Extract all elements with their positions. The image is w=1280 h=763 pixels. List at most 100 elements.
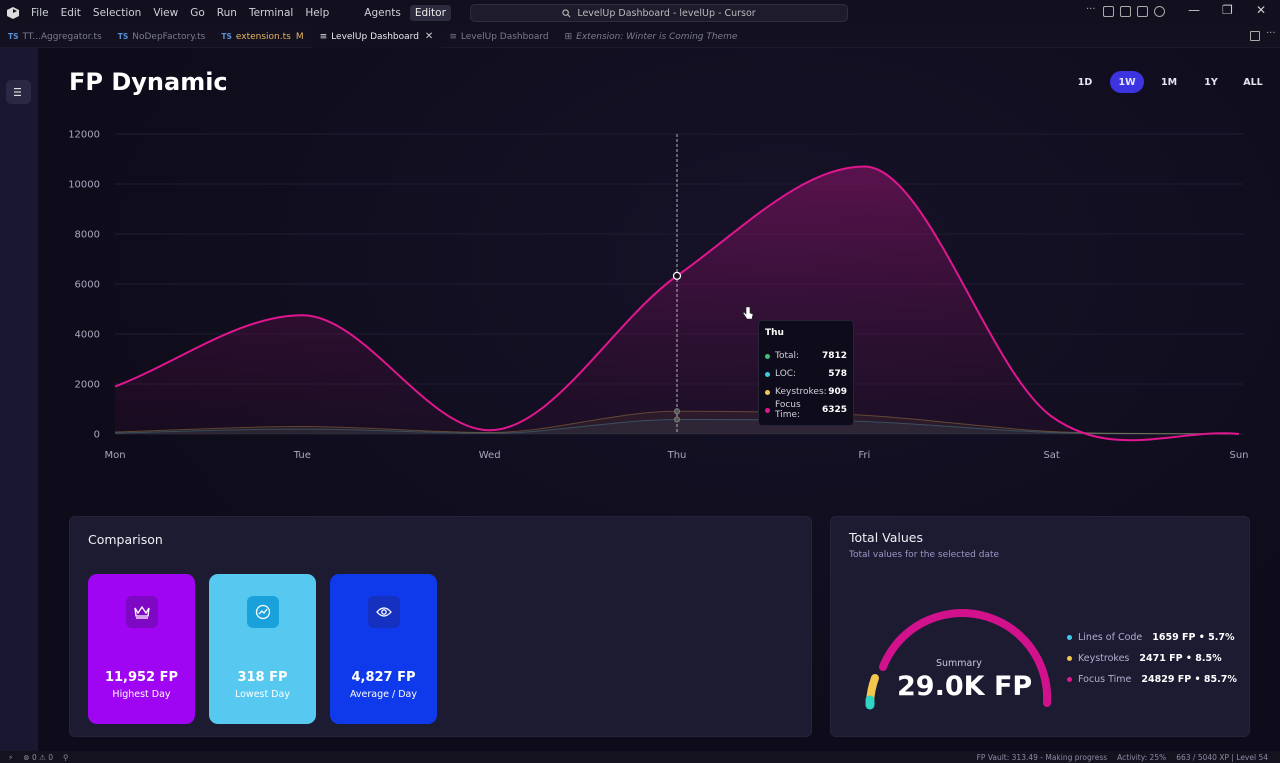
average-day-tile[interactable]: 4,827 FP Average / Day — [330, 574, 437, 724]
x-tick-label: Sat — [1043, 450, 1059, 461]
y-tick-label: 12000 — [68, 130, 100, 141]
hand-cursor-icon — [742, 306, 754, 320]
maximize-button[interactable]: ❐ — [1222, 3, 1233, 17]
tooltip-row-total: Total: 7812 — [765, 347, 847, 365]
split-editor-icon[interactable] — [1250, 31, 1260, 41]
range-1d-button[interactable]: 1D — [1077, 76, 1093, 88]
lowest-day-tile[interactable]: 318 FP Lowest Day — [209, 574, 316, 724]
ports-icon[interactable]: ⚲ — [63, 752, 69, 762]
tooltip-row-loc: LOC: 578 — [765, 365, 847, 383]
gauge-summary-label: Summary — [936, 658, 982, 669]
document-icon: ≡ — [319, 31, 328, 42]
range-1m-button[interactable]: 1M — [1160, 76, 1178, 88]
average-day-value: 4,827 FP — [351, 670, 416, 685]
highest-day-tile[interactable]: 11,952 FP Highest Day — [88, 574, 195, 724]
legend-lines-of-code: Lines of Code 1659 FP • 5.7% — [1067, 632, 1235, 643]
tab-extension-theme[interactable]: ⊞ Extension: Winter is Coming Theme — [564, 31, 738, 42]
menu-run[interactable]: Run — [216, 7, 237, 19]
fp-dynamic-chart[interactable]: 0 2000 4000 6000 8000 10000 12000 Mon Tue Wed Thu F… — [38, 48, 1280, 488]
area-focus-time — [115, 166, 1239, 441]
chart-tooltip: Thu Total: 7812 LOC: 578 Keystrokes: 909 Fo… — [758, 320, 854, 426]
minimize-button[interactable]: — — [1188, 3, 1200, 17]
tab-levelup-dashboard[interactable]: ≡ LevelUp Dashboard — [449, 31, 549, 42]
more-icon[interactable]: ··· — [1086, 4, 1096, 15]
menu-help[interactable]: Help — [305, 7, 330, 19]
range-1y-button[interactable]: 1Y — [1204, 76, 1218, 88]
menu-view[interactable]: View — [153, 7, 179, 19]
x-tick-label: Fri — [858, 450, 870, 461]
average-day-label: Average / Day — [349, 689, 417, 700]
cursor-logo-icon — [7, 7, 19, 19]
remote-icon[interactable]: ⚡ — [8, 752, 14, 762]
toggle-panel-icon[interactable] — [1120, 6, 1131, 17]
y-tick-label: 6000 — [75, 280, 100, 291]
menu-terminal[interactable]: Terminal — [248, 7, 294, 19]
typescript-icon: TS — [8, 32, 19, 41]
tab-nodepfactory[interactable]: TS NoDepFactory.ts — [117, 31, 206, 42]
command-center[interactable]: LevelUp Dashboard - levelUp - Cursor — [470, 4, 848, 22]
menu-go[interactable]: Go — [190, 7, 205, 19]
tooltip-row-keystrokes: Keystrokes: 909 — [765, 383, 847, 401]
toggle-sidebar-icon[interactable] — [1103, 6, 1114, 17]
fp-vault-status[interactable]: FP Vault: 313.49 - Making progress — [976, 752, 1108, 762]
total-values-subtitle: Total values for the selected date — [849, 550, 1000, 560]
y-tick-label: 4000 — [75, 330, 100, 341]
close-window-button[interactable]: ✕ — [1256, 3, 1267, 17]
tooltip-dot — [765, 389, 770, 395]
crown-icon — [133, 605, 150, 619]
close-tab-icon[interactable]: ✕ — [424, 31, 434, 42]
y-tick-label: 10000 — [68, 180, 100, 191]
extension-icon: ⊞ — [564, 31, 573, 42]
y-tick-label: 2000 — [75, 380, 100, 391]
y-tick-label: 0 — [94, 430, 100, 441]
document-icon: ≡ — [449, 31, 457, 42]
mode-agents[interactable]: Agents — [364, 7, 401, 19]
highest-day-value: 11,952 FP — [104, 670, 179, 685]
layout-controls: ··· — [1086, 4, 1165, 17]
dashboard-main: FP Dynamic 1D 1W 1M 1Y ALL 0 2000 4000 6000… — [38, 48, 1280, 751]
y-tick-label: 8000 — [75, 230, 100, 241]
hamburger-icon — [13, 88, 21, 96]
gauge-arc-focus-time — [879, 609, 1052, 707]
activity-status[interactable]: Activity: 25% — [1117, 752, 1167, 762]
menu-edit[interactable]: Edit — [60, 7, 81, 19]
settings-gear-icon[interactable] — [1154, 6, 1165, 17]
tooltip-day: Thu — [765, 328, 784, 338]
xp-level-status[interactable]: 663 / 5040 XP | Level 54 — [1176, 752, 1268, 762]
tooltip-dot — [765, 407, 770, 413]
legend-dot — [1067, 656, 1072, 661]
search-icon — [562, 8, 571, 17]
hamburger-menu-button[interactable] — [6, 80, 31, 104]
problems-indicator[interactable]: ⊗ 0 ⚠ 0 — [23, 752, 53, 762]
range-all-button[interactable]: ALL — [1243, 76, 1263, 88]
summary-gauge — [865, 609, 1052, 710]
eye-icon-box — [367, 596, 400, 628]
highest-day-label: Highest Day — [112, 689, 171, 700]
total-values-title: Total Values — [849, 530, 924, 545]
x-tick-label: Tue — [293, 450, 311, 461]
editor-tab-bar: TS TT...Aggregator.ts TS NoDepFactory.ts T… — [0, 25, 1280, 48]
lowest-day-value: 318 FP — [237, 670, 288, 685]
menu-selection[interactable]: Selection — [92, 7, 142, 19]
trend-icon — [255, 604, 270, 620]
x-tick-label: Thu — [667, 450, 687, 461]
legend-focus-time: Focus Time 24829 FP • 85.7% — [1067, 674, 1237, 685]
tab-aggregator[interactable]: TS TT...Aggregator.ts — [8, 31, 102, 42]
menu-file[interactable]: File — [31, 7, 49, 19]
more-actions-icon[interactable]: ··· — [1266, 28, 1276, 39]
hover-point-loc — [673, 416, 681, 423]
extensions-icon[interactable] — [1137, 6, 1148, 17]
tab-levelup-dashboard-active[interactable]: ≡ LevelUp Dashboard ✕ — [311, 25, 442, 48]
mode-editor[interactable]: Editor — [409, 5, 451, 21]
x-tick-label: Sun — [1229, 450, 1248, 461]
legend-dot — [1067, 635, 1072, 640]
time-range-selector: 1D 1W 1M 1Y ALL — [1068, 71, 1270, 93]
trend-icon-box — [246, 596, 279, 628]
modified-badge: M — [295, 31, 304, 42]
crown-icon-box — [125, 596, 158, 628]
title-bar: File Edit Selection View Go Run Terminal… — [0, 0, 1280, 26]
range-1w-button[interactable]: 1W — [1110, 71, 1144, 93]
tooltip-dot — [765, 353, 770, 359]
tab-extension[interactable]: TS extension.ts M — [221, 31, 304, 42]
tooltip-dot — [765, 371, 770, 377]
